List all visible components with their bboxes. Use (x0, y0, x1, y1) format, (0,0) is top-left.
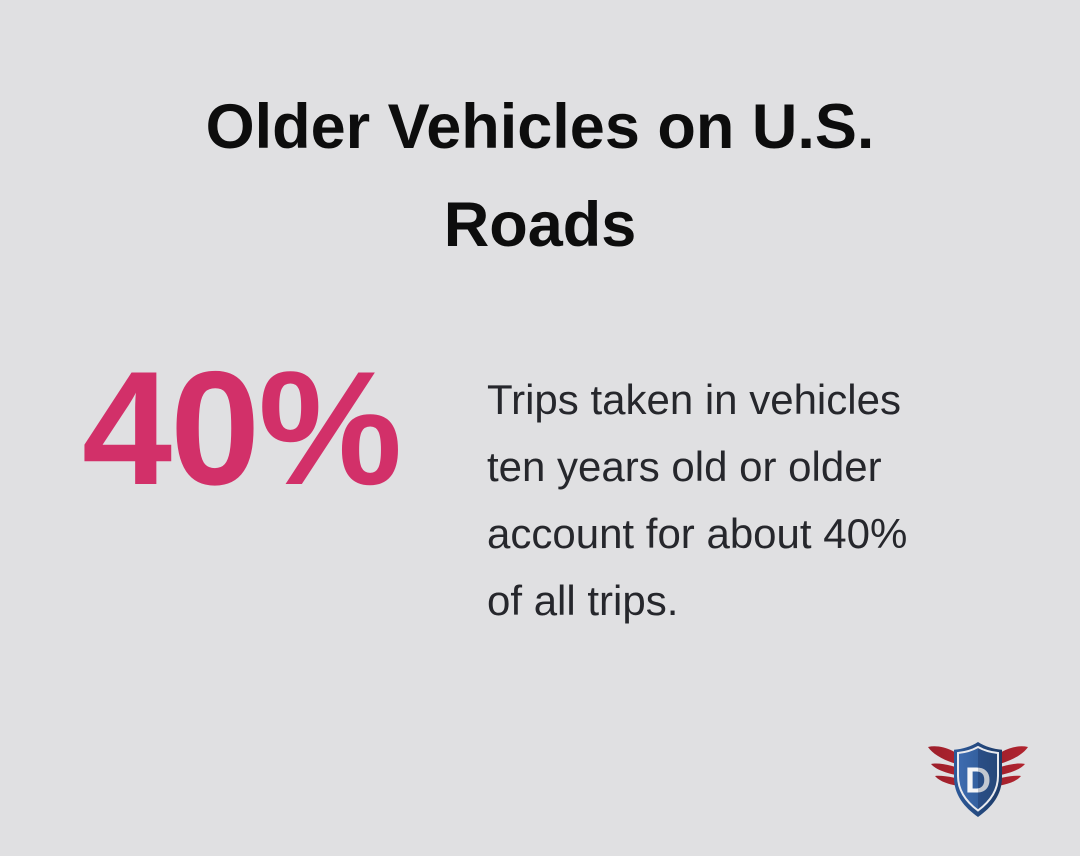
stat-value: 40% (82, 338, 402, 519)
stat-description-line-3: account for about 40% (487, 510, 908, 557)
stat-description: Trips taken in vehicles ten years old or… (487, 366, 987, 634)
page-title-line-1: Older Vehicles on U.S. (205, 92, 875, 162)
stat-description-line-4: of all trips. (487, 577, 679, 624)
shield-wings-logo-icon: D (928, 742, 1028, 817)
logo-letter: D (965, 760, 991, 801)
page-title: Older Vehicles on U.S. Roads (0, 78, 1080, 274)
shield-icon: D (954, 742, 1002, 817)
brand-logo: D (926, 738, 1030, 822)
stat-description-line-1: Trips taken in vehicles (487, 376, 901, 423)
page-title-line-2: Roads (443, 190, 637, 260)
stat-description-line-2: ten years old or older (487, 443, 882, 490)
